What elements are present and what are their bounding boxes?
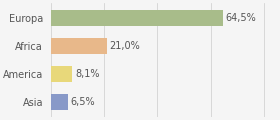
Bar: [51, 10, 223, 26]
Bar: [51, 94, 68, 110]
Text: 64,5%: 64,5%: [225, 13, 256, 23]
Text: 21,0%: 21,0%: [109, 41, 140, 51]
Bar: [51, 38, 107, 54]
Text: 8,1%: 8,1%: [75, 69, 99, 79]
Text: 6,5%: 6,5%: [71, 97, 95, 107]
Bar: [51, 66, 72, 82]
